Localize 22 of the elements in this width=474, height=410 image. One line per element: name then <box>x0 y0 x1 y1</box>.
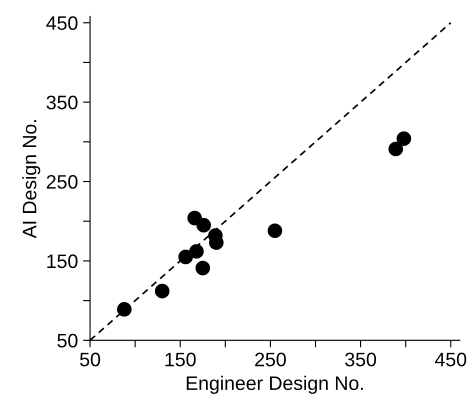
x-tick-label: 350 <box>345 352 376 366</box>
point <box>154 284 170 298</box>
point <box>117 302 132 317</box>
x-axis-title: Engineer Design No. <box>186 376 363 394</box>
y-tick-label: 150 <box>47 254 78 268</box>
x-tick-label: 50 <box>80 352 100 366</box>
point <box>196 218 211 232</box>
point <box>178 250 193 264</box>
x-tick-label: 250 <box>255 352 286 366</box>
y-axis-title: AI Design No. <box>22 120 40 238</box>
x-tick-label: 150 <box>166 352 196 366</box>
point <box>396 131 412 146</box>
y-tick-label: 50 <box>57 334 78 348</box>
point <box>388 142 404 156</box>
point <box>189 244 204 259</box>
point <box>195 260 210 276</box>
x-tick-label: 450 <box>434 352 466 366</box>
point <box>268 223 282 238</box>
y-tick-label: 450 <box>46 16 78 30</box>
y-tick-label: 350 <box>46 96 78 110</box>
point <box>187 210 202 226</box>
y-tick-label: 250 <box>46 174 78 189</box>
